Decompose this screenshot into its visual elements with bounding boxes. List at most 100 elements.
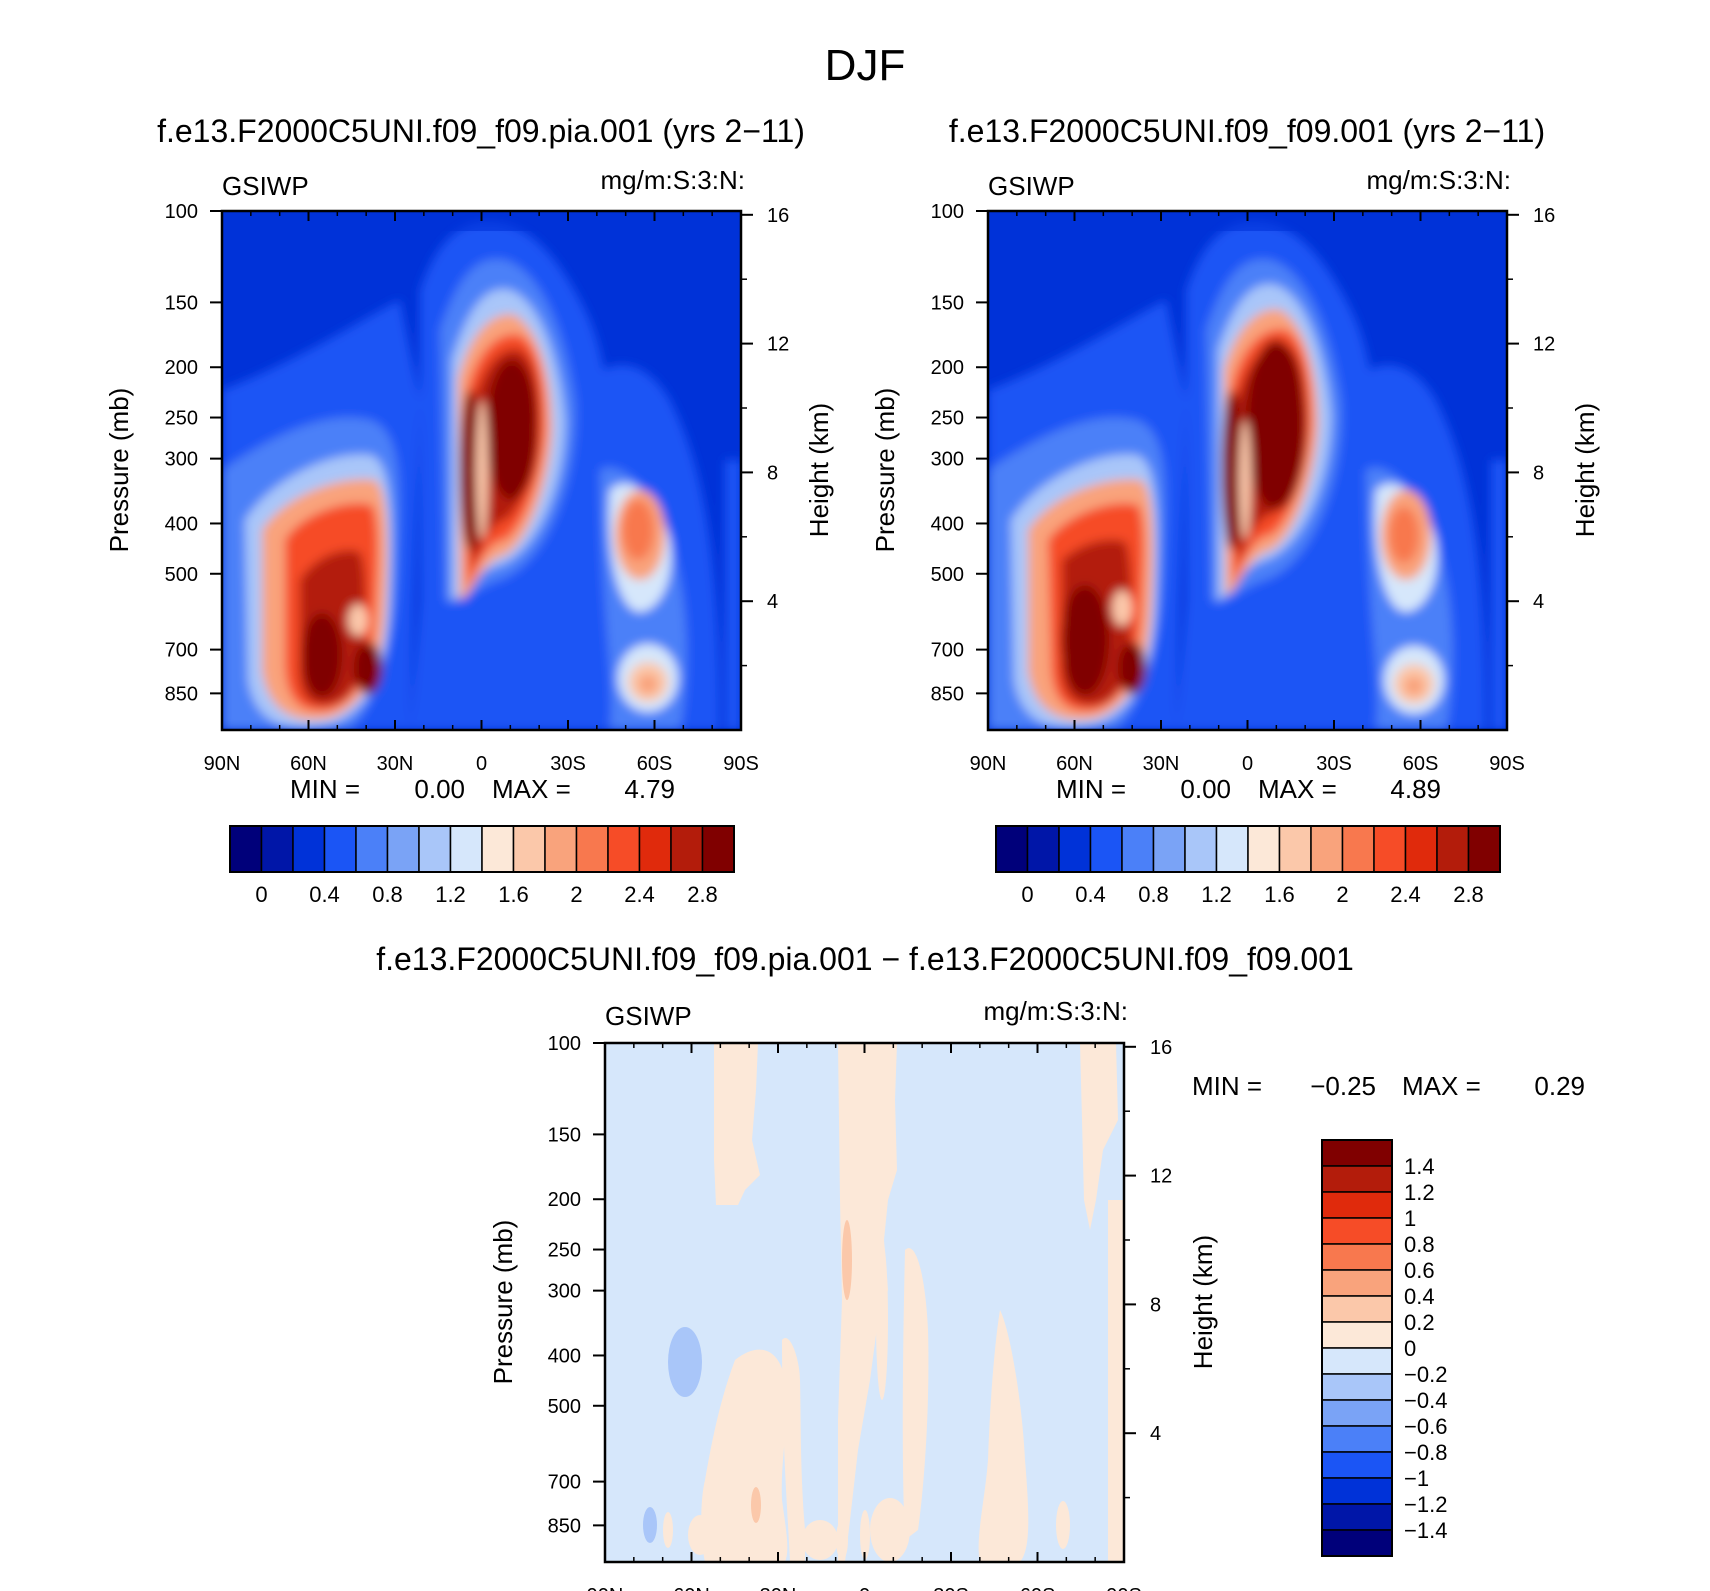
panel-diff-y-tick-label: 700 <box>548 1472 581 1494</box>
panel-diff-colorbar-swatch <box>1321 1503 1393 1531</box>
panel-b-colorbar: 0 0.4 0.8 1.2 1.6 2 2.4 2.8 <box>995 825 1501 907</box>
panel-b-colorbar-swatch <box>1026 825 1060 873</box>
panel-b-x-tick-label: 90N <box>970 753 1007 775</box>
panel-diff-positive-patch-surface-s20 <box>870 1498 910 1562</box>
panel-a-colorbar-label: 0.8 <box>372 882 403 907</box>
panel-b-colorbar-swatch <box>995 825 1029 873</box>
panel-diff-y-tick-label: 400 <box>548 1345 581 1367</box>
panel-b-colorbar-label: 1.6 <box>1264 882 1295 907</box>
panel-a-y-tick-label: 100 <box>165 201 198 223</box>
panel-b-contour-nh-light-spot <box>1112 590 1132 626</box>
panel-a-y2-tick-label: 16 <box>767 205 789 227</box>
panel-diff-positive-patch-s90-edge <box>1108 1200 1124 1562</box>
panel-a-y-label: Pressure (mb) <box>104 388 134 553</box>
panel-a-colorbar: 0 0.4 0.8 1.2 1.6 2 2.4 2.8 <box>229 825 735 907</box>
panel-a-colorbar-label: 0 <box>255 882 267 907</box>
panel-a-contour-field <box>222 211 741 730</box>
panel-b-variable-label: GSIWP <box>988 171 1075 201</box>
panel-b-colorbar-swatch <box>1404 825 1438 873</box>
panel-b-contour-tropics-core-west <box>1222 390 1242 550</box>
panel-diff-x-tick-label: 30N <box>760 1585 797 1591</box>
panel-diff-colorbar-label: −0.4 <box>1404 1388 1447 1413</box>
panel-diff-positive-patch-n35-lower <box>701 1349 788 1562</box>
panel-a-y-tick-label: 250 <box>165 408 198 430</box>
panel-b-y-tick-label: 300 <box>931 449 964 471</box>
panel-b-colorbar-frame <box>995 825 1501 873</box>
panel-a-colorbar-swatch <box>449 825 483 873</box>
panel-a-y-tick-label: 150 <box>165 292 198 314</box>
panel-diff-colorbar: 1.41.210.80.60.40.20−0.2−0.4−0.6−0.8−1−1… <box>1321 1139 1447 1557</box>
panel-b-colorbar-swatch <box>1152 825 1186 873</box>
panel-b-colorbar-label: 2.8 <box>1453 882 1484 907</box>
panel-b-colorbar-swatch <box>1121 825 1155 873</box>
panel-diff-positive-patch-surface-n45 <box>688 1515 712 1555</box>
panel-diff-colorbar-swatch <box>1321 1217 1393 1245</box>
panel-diff-y-tick-label: 850 <box>548 1515 581 1537</box>
panel-b-y-tick-label: 500 <box>931 564 964 586</box>
panel-diff-units-label: mg/m:S:3:N: <box>984 996 1128 1026</box>
panel-b-x-tick-label: 0 <box>1242 753 1253 775</box>
panel-b-x-tick-label: 90S <box>1489 753 1525 775</box>
panel-b-y2-tick-label: 12 <box>1533 334 1555 356</box>
panel-b-y2-tick-label: 8 <box>1533 462 1544 484</box>
panel-diff-colorbar-swatch <box>1321 1191 1393 1219</box>
panel-diff-negative-patch-n60 <box>668 1327 702 1397</box>
panel-a-colorbar-swatch <box>386 825 420 873</box>
panel-b-colorbar-swatch <box>1373 825 1407 873</box>
panel-diff-min-label: MIN = <box>1192 1071 1262 1101</box>
panel-b-contour-nh-core-east <box>1118 642 1146 694</box>
panel-b-colorbar-swatch <box>1247 825 1281 873</box>
panel-diff-positive-patch-s25 <box>876 1240 888 1400</box>
panel-diff-variable-label: GSIWP <box>605 1001 692 1031</box>
panel-a-colorbar-label: 0.4 <box>309 882 340 907</box>
panel-diff-colorbar-swatch <box>1321 1399 1393 1427</box>
panel-a-colorbar-label: 2.8 <box>687 882 718 907</box>
panel-diff-y-tick-label: 500 <box>548 1396 581 1418</box>
panel-diff-x-tick-label: 90N <box>587 1585 624 1591</box>
panel-b-max-value: 4.89 <box>1390 774 1441 804</box>
panel-b-contour-tropics-light-stripe <box>1239 420 1251 540</box>
panel-a-x-tick-label: 30N <box>377 753 414 775</box>
panel-b-contour-north-edge <box>988 580 1006 730</box>
panel-a-colorbar-swatch <box>481 825 515 873</box>
panel-a-colorbar-swatch <box>638 825 672 873</box>
panel-diff-positive-patch-s35 <box>902 1248 929 1540</box>
panel-diff-y-tick-label: 100 <box>548 1033 581 1055</box>
panel-b-colorbar-label: 0.4 <box>1075 882 1106 907</box>
panel-b-x-tick-label: 30S <box>1316 753 1352 775</box>
panel-a-title: f.e13.F2000C5UNI.f09_f09.pia.001 (yrs 2−… <box>157 113 805 149</box>
panel-a-axes: 90N 60N 30N 0 30S 60S 90S 100 150 200 250 300 400 500… <box>165 201 790 775</box>
panel-diff-positive-patch-s10 <box>848 1225 876 1375</box>
panel-b-title: f.e13.F2000C5UNI.f09_f09.001 (yrs 2−11) <box>949 113 1545 149</box>
panel-b-y-tick-label: 200 <box>931 357 964 379</box>
panel-a-contour-tropics-light-stripe <box>476 400 488 540</box>
panel-diff-colorbar-label: 0 <box>1404 1336 1416 1361</box>
panel-a-contour-tropics-core <box>486 360 538 500</box>
panel-diff-colorbar-swatch <box>1321 1321 1393 1349</box>
panel-a-colorbar-swatch <box>607 825 641 873</box>
panel-a-y-tick-label: 300 <box>165 449 198 471</box>
panel-diff-colorbar-swatch <box>1321 1243 1393 1271</box>
panel-diff-colorbar-swatch <box>1321 1477 1393 1505</box>
panel-diff-colorbar-label: 0.6 <box>1404 1258 1435 1283</box>
panel-diff-y-tick-label: 250 <box>548 1240 581 1262</box>
panel-diff-colorbar-swatch <box>1321 1529 1393 1557</box>
panel-diff-colorbar-label: −0.2 <box>1404 1362 1447 1387</box>
panel-a-colorbar-swatch <box>323 825 357 873</box>
panel-a-y2-tick-label: 8 <box>767 462 778 484</box>
panel-diff-colorbar-label: 0.4 <box>1404 1284 1435 1309</box>
panel-a-colorbar-swatch <box>418 825 452 873</box>
panel-a-colorbar-swatch <box>701 825 735 873</box>
panel-a-colorbar-swatch <box>670 825 704 873</box>
panel-b-y-tick-label: 400 <box>931 513 964 535</box>
panel-diff-y2-tick-label: 4 <box>1150 1423 1161 1445</box>
panel-b-contour-south-edge <box>1491 460 1507 730</box>
panel-diff-colorbar-label: 1.2 <box>1404 1180 1435 1205</box>
panel-a-contour-sh-lower-l5 <box>638 674 658 694</box>
panel-b-contour-field <box>988 211 1507 730</box>
panel-b-min-value: 0.00 <box>1180 774 1231 804</box>
panel-diff-y-tick-label: 300 <box>548 1281 581 1303</box>
panel-diff-positive-patch-s55-lower <box>978 1310 1029 1562</box>
panel-diff-colorbar-swatch <box>1321 1373 1393 1401</box>
